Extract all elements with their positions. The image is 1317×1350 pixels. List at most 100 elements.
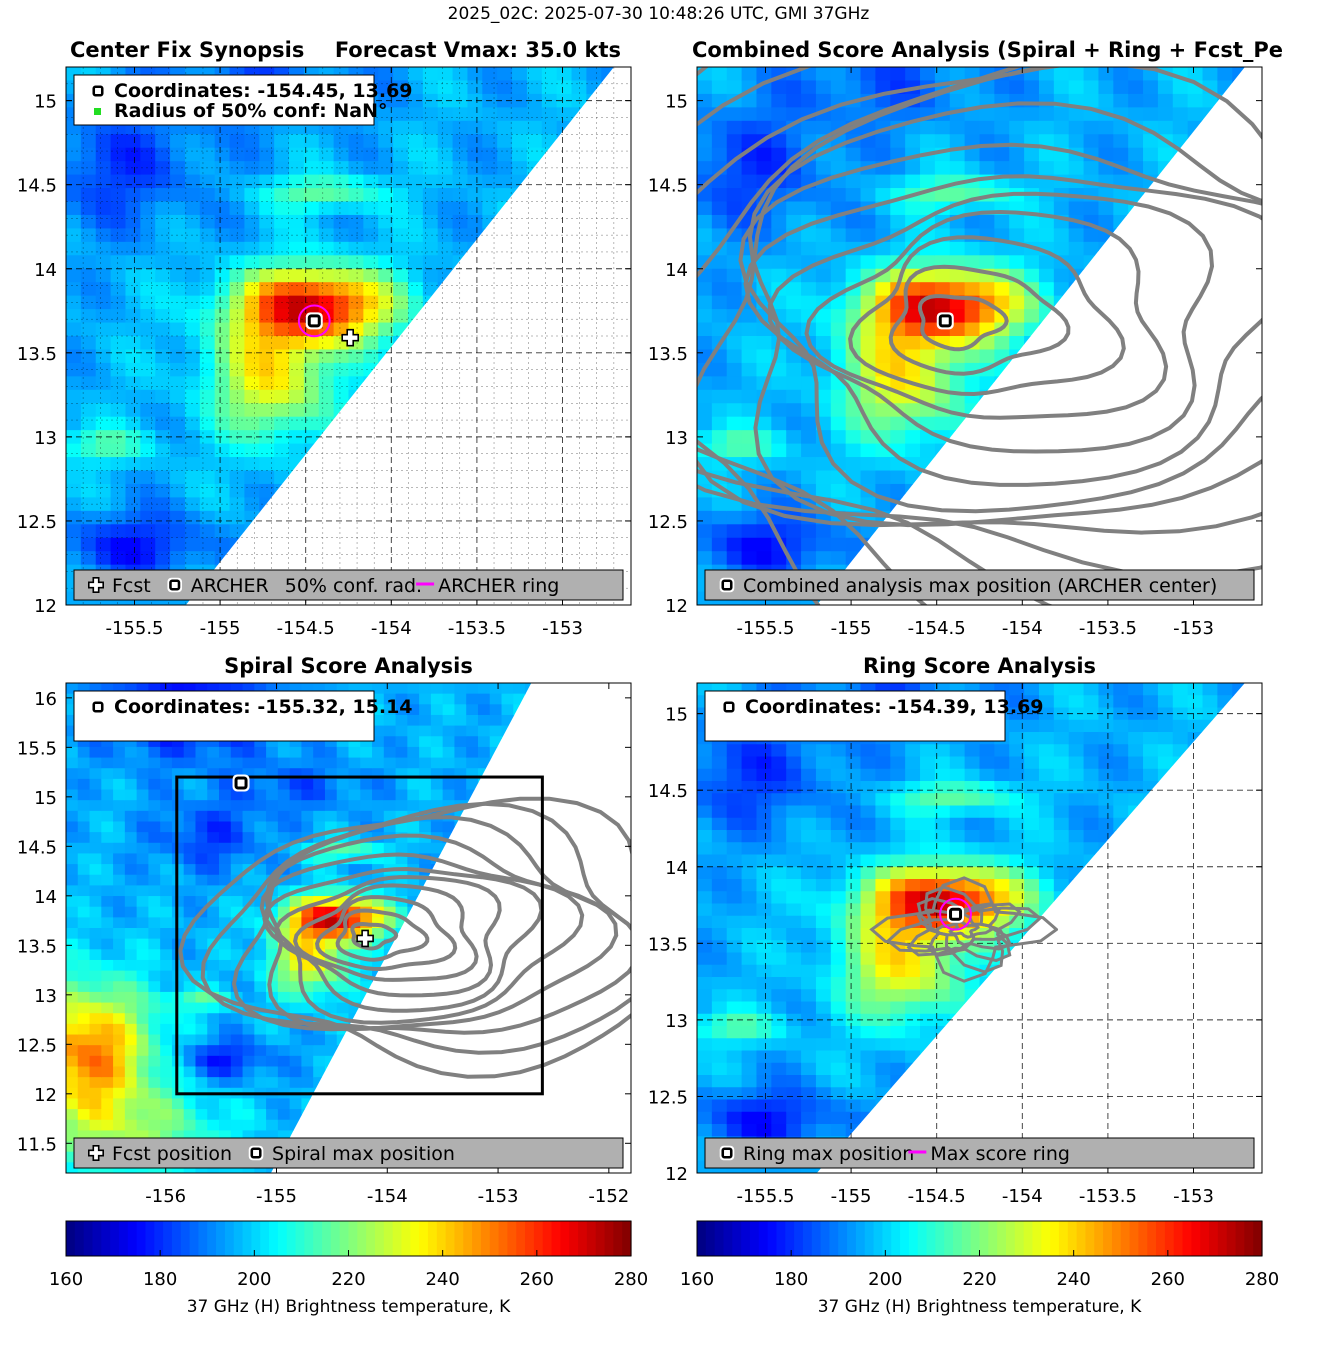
heatmap-cell — [815, 93, 832, 108]
heatmap-cell — [160, 746, 173, 759]
heatmap-cell — [1038, 67, 1055, 82]
heatmap-cell — [454, 725, 467, 737]
heatmap-cell — [964, 349, 981, 364]
heatmap-cell — [372, 928, 385, 940]
heatmap-cell — [741, 443, 758, 458]
heatmap-cell — [393, 161, 409, 176]
heatmap-cell — [160, 896, 173, 908]
heatmap-cell — [318, 376, 335, 391]
heatmap-cell — [407, 757, 420, 769]
heatmap-cell — [184, 309, 201, 324]
x-tick-label: -153 — [1173, 618, 1214, 639]
heatmap-cell — [77, 885, 91, 897]
heatmap-cell — [1068, 228, 1085, 243]
heatmap-cell — [66, 268, 82, 283]
heatmap-cell — [1083, 80, 1100, 95]
heatmap-cell — [207, 832, 220, 844]
heatmap-cell — [711, 282, 728, 297]
heatmap-cell — [890, 295, 906, 310]
heatmap-cell — [301, 746, 314, 759]
heatmap-cell — [254, 800, 267, 812]
heatmap-cell — [348, 188, 364, 203]
heatmap-cell — [395, 725, 408, 737]
heatmap-cell — [845, 255, 862, 270]
heatmap-cell — [395, 800, 408, 812]
heatmap-cell — [230, 1066, 244, 1078]
heatmap-cell — [860, 282, 877, 297]
heatmap-cell — [1053, 268, 1070, 283]
heatmap-cell — [170, 403, 186, 418]
heatmap-cell — [419, 725, 432, 737]
heatmap-cell — [214, 362, 231, 377]
heatmap-cell — [66, 336, 82, 351]
heatmap-cell — [348, 810, 361, 823]
heatmap-cell — [160, 1066, 173, 1078]
heatmap-cell — [1098, 80, 1114, 95]
heatmap-cell — [771, 416, 787, 431]
heatmap-cell — [229, 134, 246, 149]
heatmap-cell — [383, 853, 397, 865]
heatmap-cell — [786, 201, 802, 216]
heatmap-cell — [266, 842, 279, 855]
heatmap-cell — [219, 683, 232, 695]
heatmap-cell — [771, 443, 787, 458]
heatmap-cell — [244, 134, 260, 149]
heatmap-cell — [378, 134, 394, 149]
heatmap-cell — [136, 1013, 149, 1025]
heatmap-cell — [741, 107, 758, 122]
heatmap-cell — [1157, 120, 1174, 135]
heatmap-cell — [230, 1023, 244, 1036]
heatmap-cell — [313, 800, 326, 812]
heatmap-cell — [815, 537, 832, 552]
heatmap-cell — [155, 255, 171, 270]
heatmap-cell — [199, 147, 216, 162]
heatmap-cell — [124, 959, 138, 972]
heatmap-cell — [140, 389, 156, 404]
heatmap-cell — [170, 349, 186, 364]
heatmap-cell — [1187, 107, 1204, 122]
heatmap-cell — [786, 470, 802, 485]
heatmap-cell — [160, 938, 173, 950]
heatmap-cell — [372, 789, 385, 801]
heatmap-cell — [860, 255, 877, 270]
heatmap-cell — [378, 67, 394, 82]
heatmap-cell — [771, 93, 787, 108]
heatmap-cell — [348, 874, 361, 886]
heatmap-cell — [155, 457, 171, 472]
heatmap-cell — [289, 1119, 303, 1131]
heatmap-cell — [277, 1130, 291, 1142]
heatmap-cell — [333, 282, 350, 297]
heatmap-cell — [920, 268, 936, 283]
heatmap-cell — [333, 268, 350, 283]
heatmap-cell — [303, 336, 320, 351]
heatmap-cell — [726, 510, 743, 525]
heatmap-cell — [741, 537, 758, 552]
heatmap-cell — [195, 1013, 208, 1025]
heatmap-cell — [277, 789, 291, 801]
heatmap-cell — [1113, 201, 1129, 216]
heatmap-cell — [89, 885, 102, 897]
heatmap-cell — [207, 885, 220, 897]
heatmap-cell — [372, 949, 385, 961]
heatmap-cell — [183, 1034, 197, 1046]
heatmap-cell — [207, 970, 220, 982]
heatmap-cell — [301, 928, 314, 940]
heatmap-cell — [140, 376, 156, 391]
heatmap-cell — [183, 821, 197, 833]
heatmap-cell — [244, 201, 260, 216]
heatmap-cell — [890, 430, 906, 445]
heatmap-cell — [195, 1130, 208, 1142]
heatmap-cell — [219, 959, 232, 972]
y-tick-label: 15 — [34, 92, 57, 113]
heatmap-cell — [183, 789, 197, 801]
heatmap-cell — [726, 551, 743, 566]
heatmap-cell — [422, 255, 439, 270]
heatmap-cell — [697, 120, 713, 135]
heatmap-cell — [66, 1109, 79, 1121]
heatmap-cell — [467, 147, 483, 162]
heatmap-cell — [66, 1023, 79, 1036]
heatmap-cell — [336, 789, 350, 801]
heatmap-cell — [101, 991, 114, 1004]
heatmap-cell — [801, 80, 817, 95]
heatmap-cell — [101, 757, 114, 769]
